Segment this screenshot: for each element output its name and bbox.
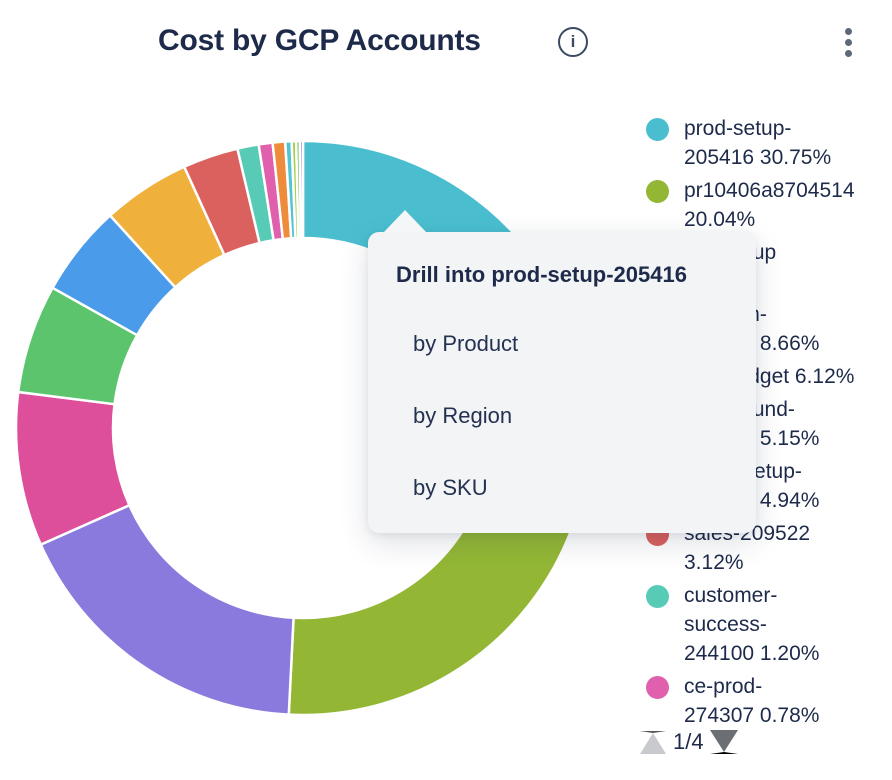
legend-label: ce-prod- 274307 0.78% xyxy=(684,675,820,727)
kebab-menu-icon[interactable] xyxy=(836,22,860,62)
drilldown-by-sku[interactable]: by SKU xyxy=(413,475,488,500)
legend-item[interactable]: customer-success- 244100 1.20% xyxy=(646,581,892,668)
legend-label: pr10406a8704514 20.04% xyxy=(684,179,855,231)
info-icon[interactable]: i xyxy=(558,27,588,57)
page-down-icon[interactable] xyxy=(709,730,738,754)
drilldown-title: Drill into prod-setup-205416 xyxy=(396,262,687,287)
legend-item[interactable]: pr10406a8704514 20.04% xyxy=(646,176,892,234)
widget-title: Cost by GCP Accounts xyxy=(158,24,481,57)
legend-bullet-icon xyxy=(646,118,669,141)
kebab-dot xyxy=(844,49,852,57)
info-icon-glyph: i xyxy=(570,32,576,51)
legend-bullet-icon xyxy=(646,676,669,699)
donut-slice-small-14[interactable] xyxy=(298,139,305,240)
tooltip-caret-icon xyxy=(383,210,427,233)
kebab-dot xyxy=(844,27,852,35)
page-up-icon[interactable] xyxy=(640,730,666,754)
legend-item[interactable]: ce-prod- 274307 0.78% xyxy=(646,672,892,728)
drilldown-by-product[interactable]: by Product xyxy=(413,331,519,356)
page-indicator: 1/4 xyxy=(673,729,704,754)
legend-label: prod-setup- 205416 30.75% xyxy=(684,117,832,169)
donut-slice-test-setup[interactable] xyxy=(39,503,295,716)
legend-bullet-icon xyxy=(646,180,669,203)
legend-bullet-icon xyxy=(646,585,669,608)
donut-slice-pr10406a8704514[interactable] xyxy=(287,493,573,717)
kebab-dot xyxy=(844,38,852,46)
legend-label: customer-success- 244100 1.20% xyxy=(684,584,820,665)
drilldown-by-region[interactable]: by Region xyxy=(413,403,513,428)
legend-item[interactable]: prod-setup- 205416 30.75% xyxy=(646,114,892,172)
legend-pagination: 1/4 xyxy=(640,729,738,755)
drilldown-menu: Drill into prod-setup-205416 by Product … xyxy=(368,210,756,533)
